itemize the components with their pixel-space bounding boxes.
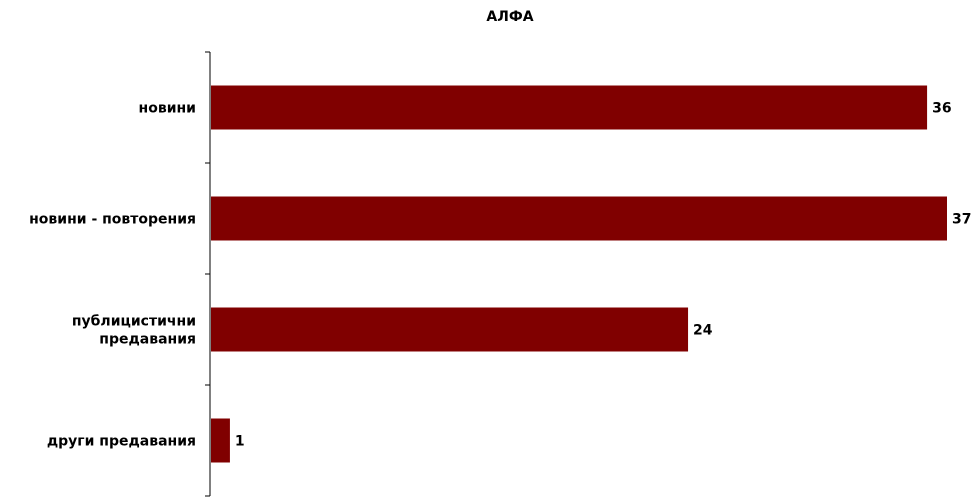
category-label-line: новини [139,101,196,117]
bar-1 [211,196,947,241]
bars [211,85,947,463]
category-labels: новини новини - повторения публицистични пр… [29,101,196,450]
value-label-3: 1 [235,434,245,450]
bar-3 [211,418,230,463]
category-label-0: новини [139,101,196,117]
bar-0 [211,85,928,130]
value-labels: 36 37 24 1 [235,101,972,450]
category-label-1: новини - повторения [29,212,196,228]
category-label-2: публицистични предавания [72,314,196,348]
category-label-line: новини - повторения [29,212,196,228]
value-label-0: 36 [932,101,951,117]
value-label-2: 24 [693,323,713,339]
category-label-line: предавания [99,332,196,348]
category-label-3: други предавания [47,434,196,450]
category-label-line: публицистични [72,314,196,330]
chart-title: АЛФА [486,9,534,25]
bar-2 [211,307,689,352]
value-label-1: 37 [952,212,971,228]
y-axis-ticks [205,51,210,497]
category-label-line: други предавания [47,434,196,450]
